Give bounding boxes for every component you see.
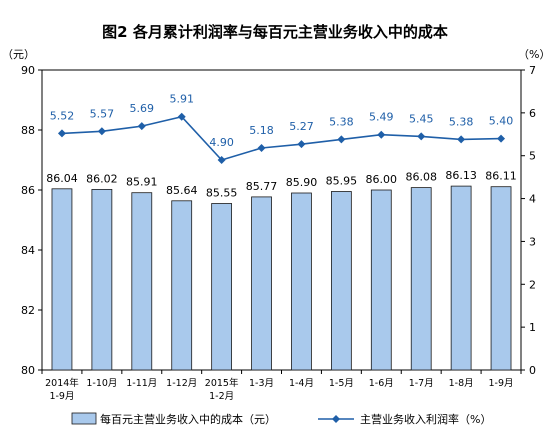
line-value-label: 5.69 [130,102,155,115]
line-point [377,130,386,139]
right-tick-label: 3 [529,235,536,248]
line-value-label: 5.91 [169,93,194,106]
line-point [497,134,506,143]
bar-value-label: 86.00 [366,173,398,186]
line-point [297,140,306,149]
bar-value-label: 86.11 [485,170,517,183]
bar [410,187,432,371]
bar [291,192,312,371]
line-point [257,144,266,152]
x-tick-label: 1-7月 [409,378,434,389]
bar [91,188,113,371]
bar-series: 86.04 86.02 85.91 85.64 85.55 85.77 85.90 85.95… [46,169,517,371]
x-tick-label: 1-3月 [249,378,274,389]
x-tick-label: 1-10月 [86,378,117,389]
bar-value-label: 86.04 [46,172,78,185]
right-tick-label: 7 [529,64,536,77]
x-tick-label: 1-12月 [166,378,197,389]
line-point [457,135,466,144]
right-tick-label: 5 [529,150,536,163]
legend-line-label: 主营业务收入利润率（%） [360,412,491,426]
line-value-label: 4.90 [209,136,234,149]
line-point [337,135,346,144]
right-tick-label: 4 [529,193,536,206]
line-point [137,122,146,131]
legend-bar-swatch [71,412,97,425]
x-tick-label: 1-11月 [126,378,157,389]
bar-value-label: 85.64 [166,184,198,197]
bar-value-label: 85.55 [206,187,238,200]
line-value-label: 5.38 [449,115,474,128]
x-tick-label: 1-6月 [369,378,394,389]
right-tick-label: 6 [529,107,536,120]
bar [171,200,193,371]
x-tick-label: 1-5月 [329,378,354,389]
bar-value-label: 85.95 [326,175,358,188]
left-axis-unit: （元） [2,48,35,61]
bar [251,196,272,371]
bar [330,191,352,371]
x-tick-label: 2014年 1-9月 [45,377,79,402]
bar-value-label: 85.91 [126,176,158,189]
bar [450,185,472,371]
x-tick-label: 1-9月 [489,378,514,389]
line-point [417,132,426,141]
bar-value-label: 85.77 [246,180,278,193]
line-value-label: 5.27 [289,120,314,133]
right-tick-label: 1 [529,321,536,334]
line-series: 5.52 5.57 5.69 5.91 4.90 5.18 5.27 5.38 5.49 5.45… [50,93,514,164]
line-value-label: 5.45 [409,112,434,125]
bar-value-label: 85.90 [286,176,318,189]
right-tick-label: 0 [529,364,536,377]
legend-line-marker [332,415,340,423]
bar-value-label: 86.13 [445,169,477,182]
left-tick-label: 82 [21,304,35,317]
line-value-label: 5.49 [369,111,394,124]
line-value-label: 5.40 [489,115,514,128]
line-point [177,112,186,121]
axes: 80 82 84 86 88 90 0 1 2 3 4 5 6 7 2014年 1-9月 1-10月 1-11月 1… [21,64,536,402]
bar [51,188,73,371]
line-point [97,127,106,136]
bar [370,189,392,371]
right-tick-label: 2 [529,278,536,291]
left-tick-label: 84 [21,244,35,257]
line-value-label: 5.18 [249,124,274,137]
left-tick-label: 86 [21,184,35,197]
left-tick-label: 80 [21,364,35,377]
line-point [57,129,66,138]
bar-value-label: 86.08 [405,171,437,184]
bar [211,203,233,371]
legend-bar-label: 每百元主营业务收入中的成本（元） [100,412,276,426]
x-tick-label: 1-4月 [289,378,314,389]
left-tick-label: 88 [21,124,35,137]
right-axis-unit: （%） [518,48,550,61]
x-tick-label: 1-8月 [449,378,474,389]
line-value-label: 5.38 [329,115,354,128]
line-value-label: 5.57 [90,107,115,120]
left-tick-label: 90 [21,64,35,77]
line-value-label: 5.52 [50,109,75,122]
line-path [61,115,502,161]
legend: 每百元主营业务收入中的成本（元） 主营业务收入利润率（%） [71,412,491,426]
bar [131,192,153,371]
bar [490,186,512,371]
x-tick-label: 2015年 1-2月 [205,377,239,402]
chart-title: 图2 各月累计利润率与每百元主营业务收入中的成本 [102,23,448,41]
line-point [217,156,226,164]
bar-value-label: 86.02 [86,172,118,185]
